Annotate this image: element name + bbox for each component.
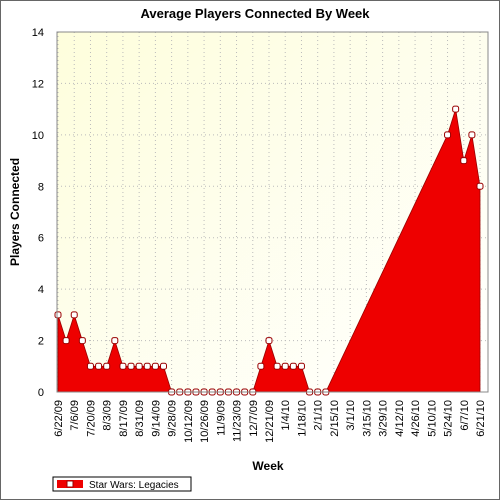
point-marker <box>70 311 78 319</box>
point-marker <box>468 131 476 139</box>
legend <box>52 476 192 492</box>
point-marker <box>289 362 297 370</box>
point-marker <box>151 362 159 370</box>
x-tick-label: 9/28/09 <box>167 400 179 437</box>
y-tick-label: 6 <box>38 233 44 245</box>
point-marker <box>297 362 305 370</box>
x-tick-label: 11/23/09 <box>232 400 244 442</box>
y-tick-label: 8 <box>38 181 44 193</box>
point-marker <box>281 362 289 370</box>
x-tick-label: 9/14/09 <box>150 400 162 437</box>
x-tick-label: 3/15/10 <box>361 400 373 437</box>
x-tick-label: 11/9/09 <box>215 400 227 436</box>
x-tick-label: 8/17/09 <box>118 400 130 437</box>
y-tick-label: 12 <box>32 78 44 90</box>
x-tick-label: 4/12/10 <box>394 400 406 437</box>
x-tick-label: 7/6/09 <box>69 400 81 431</box>
plot-border <box>56 31 489 393</box>
y-tick-label: 2 <box>38 336 44 348</box>
x-tick-label: 5/24/10 <box>443 400 455 437</box>
legend-label: Star Wars: Legacies <box>89 480 179 491</box>
y-tick-label: 0 <box>38 387 44 399</box>
x-tick-label: 3/29/10 <box>378 400 390 437</box>
x-tick-label: 12/21/09 <box>264 400 276 443</box>
point-marker <box>111 337 119 345</box>
x-tick-label: 6/22/09 <box>53 400 65 437</box>
x-tick-label: 8/3/09 <box>102 400 114 431</box>
point-marker <box>452 105 460 113</box>
point-marker <box>444 131 452 139</box>
y-tick-label: 14 <box>32 27 44 39</box>
point-marker <box>135 362 143 370</box>
x-tick-label: 6/7/10 <box>459 400 471 431</box>
point-marker <box>460 157 468 165</box>
x-tick-label: 7/20/09 <box>85 400 97 437</box>
point-marker <box>265 337 273 345</box>
x-axis-label: Week <box>252 459 283 473</box>
point-marker <box>119 362 127 370</box>
point-marker <box>476 182 484 190</box>
x-tick-label: 10/12/09 <box>183 400 195 443</box>
x-tick-label: 8/31/09 <box>134 400 146 437</box>
point-marker <box>78 337 86 345</box>
point-marker <box>95 362 103 370</box>
point-marker <box>160 362 167 370</box>
point-marker <box>273 362 281 370</box>
x-tick-label: 2/1/10 <box>313 400 325 431</box>
x-tick-label: 3/1/10 <box>345 400 357 431</box>
point-marker <box>127 362 135 370</box>
y-tick-label: 10 <box>32 130 44 142</box>
x-tick-label: 1/18/10 <box>296 400 308 437</box>
point-marker <box>62 337 70 345</box>
legend-marker <box>66 480 74 488</box>
chart-title: Average Players Connected By Week <box>140 6 370 21</box>
x-tick-label: 5/10/10 <box>426 400 438 437</box>
point-marker <box>103 362 111 370</box>
point-marker <box>143 362 151 370</box>
point-marker <box>86 362 94 370</box>
x-tick-label: 4/26/10 <box>410 400 422 437</box>
y-axis-label: Players Connected <box>8 158 22 266</box>
point-marker <box>54 311 62 319</box>
point-marker <box>257 362 265 370</box>
x-tick-label: 12/7/09 <box>248 400 260 437</box>
y-tick-label: 4 <box>38 284 44 296</box>
x-tick-label: 1/4/10 <box>280 400 292 431</box>
x-tick-label: 2/15/10 <box>329 400 341 437</box>
x-tick-label: 10/26/09 <box>199 400 211 443</box>
x-tick-label: 6/21/10 <box>475 400 487 437</box>
